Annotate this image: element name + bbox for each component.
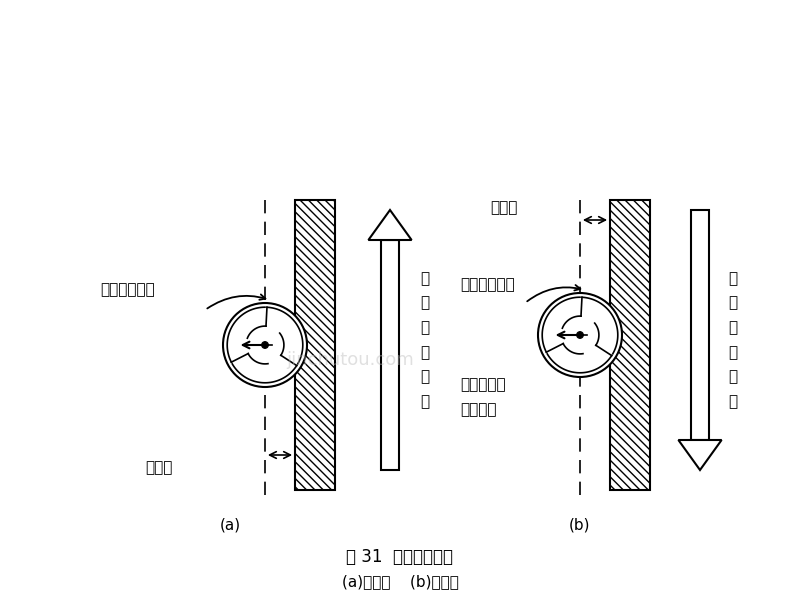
Bar [691, 210, 709, 440]
Text: (a)左刀补    (b)右刀补: (a)左刀补 (b)右刀补 [342, 575, 458, 589]
Text: 补偿量: 补偿量 [490, 200, 518, 215]
Bar [610, 200, 650, 490]
Polygon shape [368, 210, 412, 240]
Text: 在前进方向: 在前进方向 [460, 377, 506, 392]
Text: 刀
具
前
进
方
向: 刀 具 前 进 方 向 [420, 271, 429, 409]
Bar [381, 240, 399, 470]
Circle shape [538, 293, 622, 377]
Text: 图 31  刀具补偿方向: 图 31 刀具补偿方向 [346, 548, 454, 566]
Polygon shape [678, 440, 722, 470]
Text: jinchutou.com: jinchutou.com [286, 351, 414, 369]
Text: 刀
具
前
进
方
向: 刀 具 前 进 方 向 [728, 271, 737, 409]
Text: 刀具旋转方向: 刀具旋转方向 [460, 277, 514, 292]
Circle shape [577, 332, 583, 338]
Text: (b): (b) [570, 517, 590, 533]
Bar [295, 200, 335, 490]
Circle shape [262, 341, 268, 349]
Text: 刀具旋转方向: 刀具旋转方向 [100, 283, 154, 298]
Text: (a): (a) [219, 517, 241, 533]
Text: 右侧补偿: 右侧补偿 [460, 403, 497, 418]
Circle shape [223, 303, 307, 387]
Text: 补偿量: 补偿量 [145, 460, 172, 475]
